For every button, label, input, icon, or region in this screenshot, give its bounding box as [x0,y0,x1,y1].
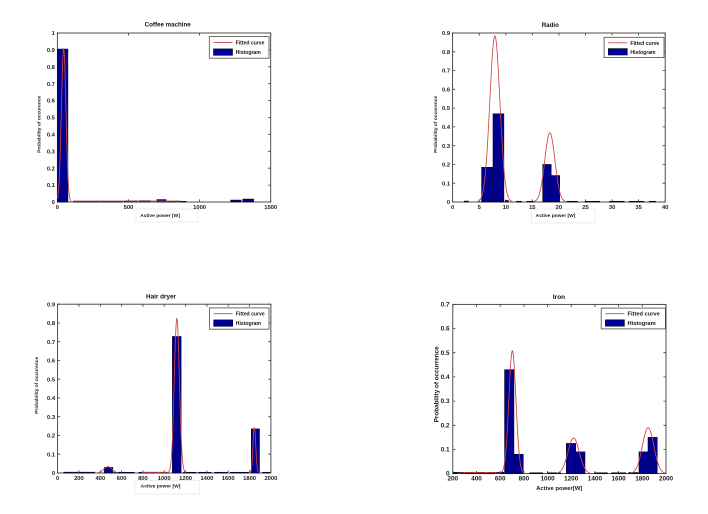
svg-text:0.5: 0.5 [47,377,56,383]
svg-text:0: 0 [451,205,454,211]
svg-text:0.1: 0.1 [442,181,451,187]
svg-text:0.5: 0.5 [47,116,56,122]
svg-text:0.3: 0.3 [441,398,450,405]
svg-text:Fitted curve: Fitted curve [236,40,265,46]
svg-text:0.9: 0.9 [47,48,56,54]
svg-text:0.6: 0.6 [441,326,450,333]
svg-text:400: 400 [471,475,482,482]
svg-text:0.8: 0.8 [47,65,56,71]
svg-text:Probability of occurence: Probability of occurence [433,95,439,152]
svg-text:800: 800 [519,475,530,482]
svg-text:1200: 1200 [564,475,579,482]
svg-text:600: 600 [117,476,127,482]
svg-text:0.1: 0.1 [441,447,450,454]
svg-text:1600: 1600 [611,475,626,482]
svg-text:Radio: Radio [542,22,559,29]
svg-text:Active power[W]: Active power[W] [536,486,582,492]
svg-text:0.3: 0.3 [47,149,56,155]
svg-text:0.5: 0.5 [442,106,451,112]
svg-text:1200: 1200 [179,476,192,482]
svg-text:0.3: 0.3 [47,415,56,421]
svg-text:0.2: 0.2 [442,163,450,169]
svg-text:0.3: 0.3 [442,144,451,150]
svg-text:1000: 1000 [158,476,171,482]
svg-text:1000: 1000 [193,205,206,211]
svg-text:200: 200 [447,475,458,482]
svg-text:Fitted curve: Fitted curve [628,312,660,318]
svg-text:Active power [W]: Active power [W] [536,213,576,219]
svg-text:10: 10 [503,205,509,211]
svg-text:40: 40 [662,205,668,211]
svg-text:30: 30 [609,205,615,211]
svg-text:0.7: 0.7 [441,302,450,309]
svg-text:0.4: 0.4 [441,374,450,381]
svg-text:0.2: 0.2 [47,434,55,440]
svg-text:0.7: 0.7 [442,69,450,75]
svg-text:0.2: 0.2 [441,422,450,429]
svg-text:1800: 1800 [635,475,650,482]
svg-text:0.4: 0.4 [47,133,56,139]
svg-text:Probability of occurence: Probability of occurence [37,95,43,152]
svg-text:0.6: 0.6 [442,87,451,93]
svg-text:0: 0 [52,200,55,206]
svg-text:0: 0 [56,476,59,482]
svg-text:Probability of occurence: Probability of occurence [34,356,40,413]
svg-text:500: 500 [124,205,134,211]
svg-text:Histogram: Histogram [236,50,262,56]
svg-text:0.2: 0.2 [47,166,55,172]
svg-text:Active power [W]: Active power [W] [141,484,181,490]
svg-text:0: 0 [446,471,450,478]
svg-text:1: 1 [52,31,56,37]
svg-text:0.1: 0.1 [47,183,56,189]
svg-text:15: 15 [529,205,536,211]
svg-text:Iron: Iron [553,294,565,301]
svg-text:25: 25 [582,205,589,211]
svg-text:1800: 1800 [243,476,256,482]
svg-text:0.8: 0.8 [47,321,56,327]
svg-text:Fitted curve: Fitted curve [236,312,265,318]
svg-text:0.6: 0.6 [47,99,56,105]
svg-text:200: 200 [74,476,84,482]
svg-text:0.9: 0.9 [442,31,451,37]
svg-text:0.5: 0.5 [441,350,450,357]
svg-text:Histogram: Histogram [236,321,262,327]
svg-text:1500: 1500 [264,205,277,211]
svg-text:Probability of occurrence: Probability of occurrence [433,346,440,422]
svg-text:0.4: 0.4 [442,125,451,131]
svg-text:1400: 1400 [200,476,213,482]
svg-text:0: 0 [447,200,450,206]
svg-text:1400: 1400 [588,475,603,482]
svg-text:Active power [W]: Active power [W] [140,213,180,219]
svg-text:800: 800 [138,476,148,482]
svg-text:0.4: 0.4 [47,396,56,402]
svg-text:2000: 2000 [264,476,277,482]
svg-text:5: 5 [478,205,482,211]
svg-text:1600: 1600 [222,476,235,482]
svg-text:1000: 1000 [540,475,555,482]
svg-text:Coffee machine: Coffee machine [145,22,192,29]
svg-text:20: 20 [556,205,562,211]
svg-text:400: 400 [95,476,105,482]
svg-text:0.9: 0.9 [47,302,56,308]
svg-text:Histogram: Histogram [630,50,656,56]
svg-text:Histogram: Histogram [628,321,656,327]
svg-text:0: 0 [56,205,59,211]
svg-text:0.6: 0.6 [47,359,56,365]
svg-text:35: 35 [635,205,642,211]
svg-text:Hair dryer: Hair dryer [146,294,177,301]
svg-text:0.1: 0.1 [47,452,56,458]
svg-text:2000: 2000 [659,475,674,482]
svg-text:0.7: 0.7 [47,340,55,346]
svg-text:600: 600 [495,475,506,482]
svg-text:0: 0 [52,471,55,477]
svg-text:Fitted curve: Fitted curve [630,41,659,47]
svg-text:0.7: 0.7 [47,82,55,88]
svg-text:0.8: 0.8 [442,50,451,56]
